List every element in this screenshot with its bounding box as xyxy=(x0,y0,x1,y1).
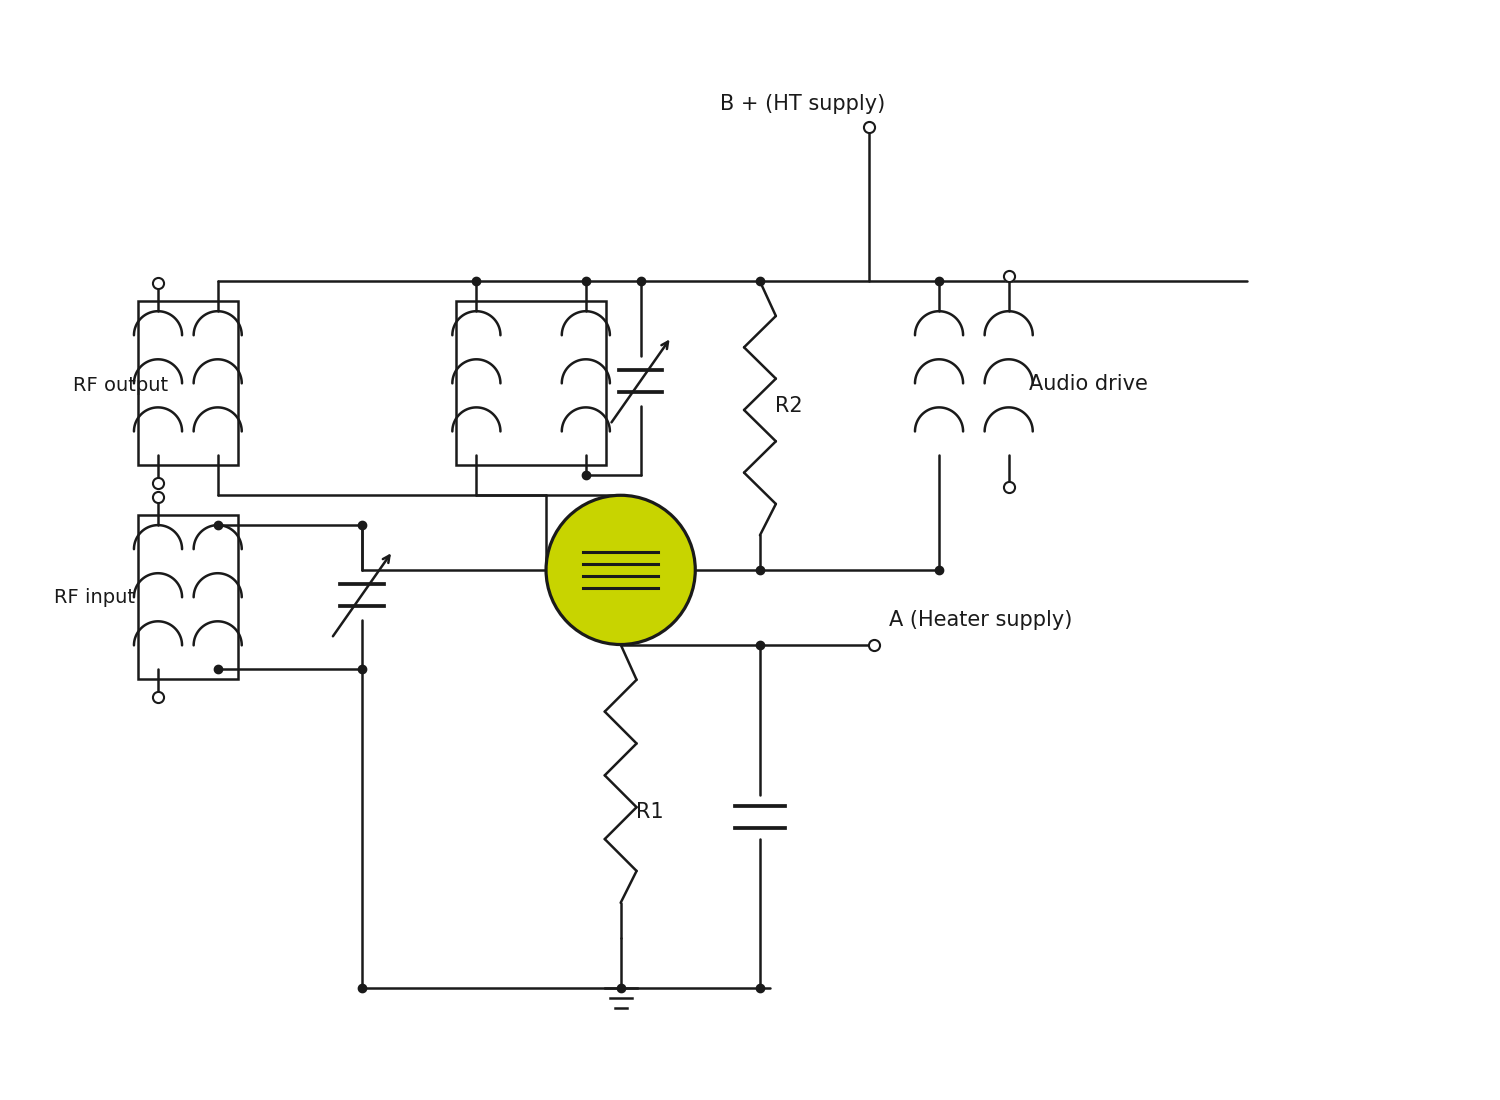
Text: A (Heater supply): A (Heater supply) xyxy=(890,609,1072,629)
Text: R1: R1 xyxy=(636,802,663,822)
Text: RF output: RF output xyxy=(74,376,168,395)
FancyBboxPatch shape xyxy=(138,301,237,465)
FancyBboxPatch shape xyxy=(456,301,606,465)
FancyBboxPatch shape xyxy=(138,515,237,680)
Text: Audio drive: Audio drive xyxy=(1029,374,1148,394)
Circle shape xyxy=(546,495,696,645)
Text: B + (HT supply): B + (HT supply) xyxy=(720,95,885,114)
Text: R2: R2 xyxy=(776,396,802,416)
Text: RF input: RF input xyxy=(54,588,135,607)
